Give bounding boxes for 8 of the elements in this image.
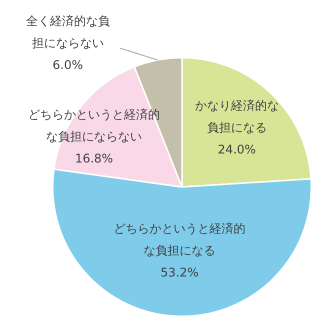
data-label: 6.0% <box>52 58 84 72</box>
data-label: 24.0% <box>218 142 256 157</box>
data-label: 16.8% <box>74 152 114 166</box>
slice-label: どちらかというと経済的な負担にならない <box>28 108 160 144</box>
slice-label: かなり経済的な負担になる <box>194 98 279 135</box>
data-label: 53.2% <box>160 266 199 280</box>
slice-label: 全く経済的な負担にならない <box>26 14 110 50</box>
slice-label: どちらかというと経済的な負担になる <box>114 222 246 258</box>
